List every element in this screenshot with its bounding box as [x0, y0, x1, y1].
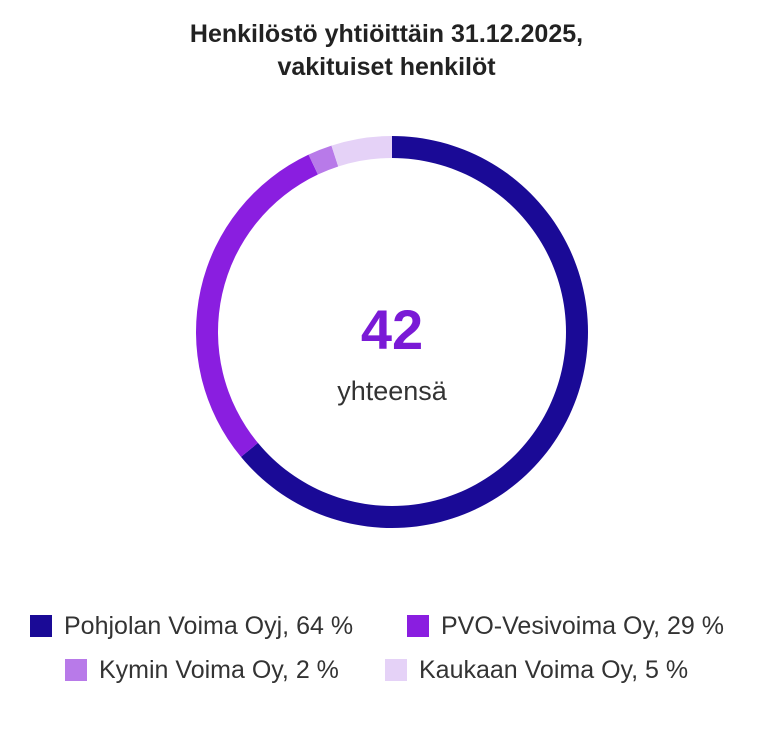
donut-slice-pvo-vesivoima-oy	[196, 154, 318, 457]
total-label: yhteensä	[337, 376, 447, 406]
total-value: 42	[360, 298, 424, 361]
legend-label: Pohjolan Voima Oyj, 64 %	[64, 611, 354, 640]
legend-swatch	[385, 659, 407, 681]
legend-swatch	[407, 615, 429, 637]
donut-slice-kaukaan-voima-oy	[331, 136, 392, 167]
legend-label: Kymin Voima Oy, 2 %	[99, 655, 339, 684]
legend-item-kaukaan-voima: Kaukaan Voima Oy, 5 %	[385, 653, 688, 687]
legend-item-kymin-voima: Kymin Voima Oy, 2 %	[65, 653, 339, 687]
legend-swatch	[65, 659, 87, 681]
chart-title-line-2: vakituiset henkilöt	[277, 53, 496, 81]
chart-title: Henkilöstö yhtiöittäin 31.12.2025, vakit…	[0, 18, 773, 84]
donut-slice-kymin-voima-oy	[308, 145, 339, 175]
legend-item-pohjolan-voima: Pohjolan Voima Oyj, 64 %	[30, 609, 353, 643]
chart-title-line-1: Henkilöstö yhtiöittäin 31.12.2025,	[189, 20, 584, 48]
legend-label: Kaukaan Voima Oy, 5 %	[419, 655, 689, 684]
legend-item-pvo-vesivoima: PVO-Vesivoima Oy, 29 %	[407, 609, 724, 643]
legend-swatch	[30, 615, 52, 637]
donut-slice-pohjolan-voima-oyj	[240, 136, 588, 528]
legend-label: PVO-Vesivoima Oy, 29 %	[441, 611, 724, 640]
